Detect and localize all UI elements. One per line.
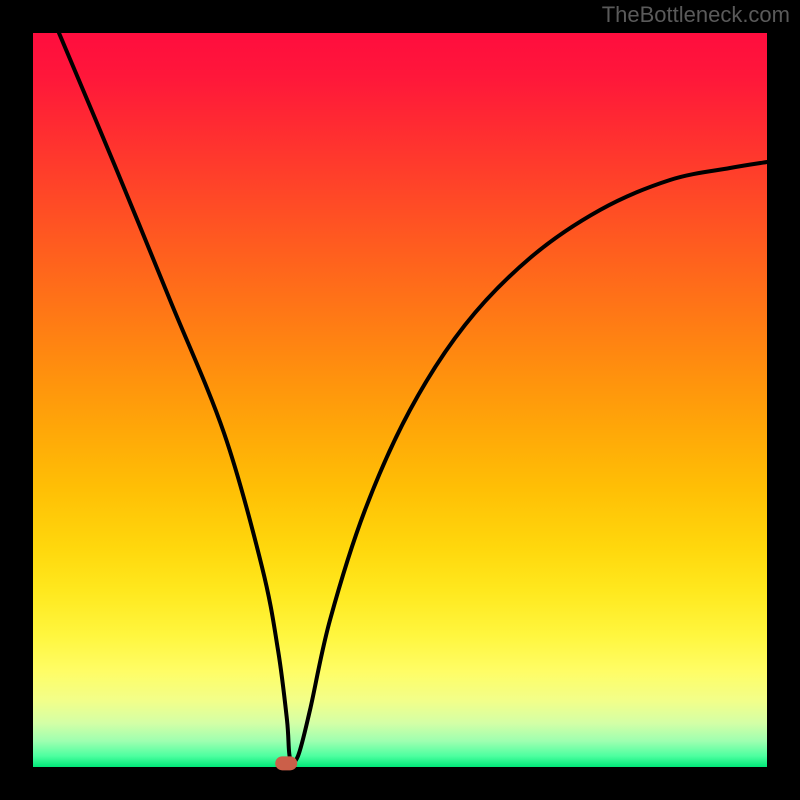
- minimum-marker: [275, 756, 297, 770]
- chart-container: TheBottleneck.com: [0, 0, 800, 800]
- bottleneck-chart: [0, 0, 800, 800]
- plot-background-gradient: [33, 33, 767, 767]
- watermark-text: TheBottleneck.com: [602, 2, 790, 28]
